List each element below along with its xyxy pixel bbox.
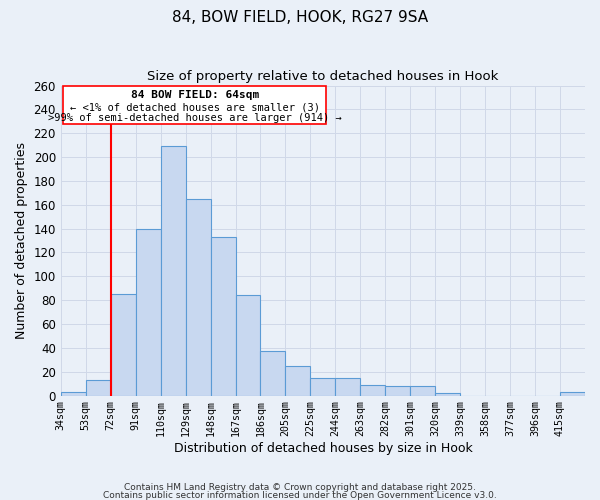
Text: 84, BOW FIELD, HOOK, RG27 9SA: 84, BOW FIELD, HOOK, RG27 9SA	[172, 10, 428, 25]
Bar	[185, 199, 211, 396]
Bar	[211, 237, 236, 396]
Bar	[435, 393, 460, 396]
Bar	[310, 378, 335, 396]
Text: 84 BOW FIELD: 64sqm: 84 BOW FIELD: 64sqm	[131, 90, 259, 101]
Text: Contains public sector information licensed under the Open Government Licence v3: Contains public sector information licen…	[103, 490, 497, 500]
Bar	[385, 386, 410, 396]
Text: ← <1% of detached houses are smaller (3): ← <1% of detached houses are smaller (3)	[70, 102, 320, 112]
Y-axis label: Number of detached properties: Number of detached properties	[15, 142, 28, 339]
Bar	[161, 146, 185, 396]
Bar	[335, 378, 361, 396]
Bar	[111, 294, 136, 396]
Bar	[361, 385, 385, 396]
Bar	[236, 296, 260, 396]
Bar	[560, 392, 585, 396]
Bar	[260, 352, 286, 396]
Title: Size of property relative to detached houses in Hook: Size of property relative to detached ho…	[147, 70, 499, 83]
Text: >99% of semi-detached houses are larger (914) →: >99% of semi-detached houses are larger …	[48, 113, 341, 123]
X-axis label: Distribution of detached houses by size in Hook: Distribution of detached houses by size …	[173, 442, 472, 455]
Bar	[86, 380, 111, 396]
Bar	[136, 228, 161, 396]
Bar	[61, 392, 86, 396]
FancyBboxPatch shape	[64, 86, 326, 124]
Bar	[286, 366, 310, 396]
Text: Contains HM Land Registry data © Crown copyright and database right 2025.: Contains HM Land Registry data © Crown c…	[124, 483, 476, 492]
Bar	[410, 386, 435, 396]
